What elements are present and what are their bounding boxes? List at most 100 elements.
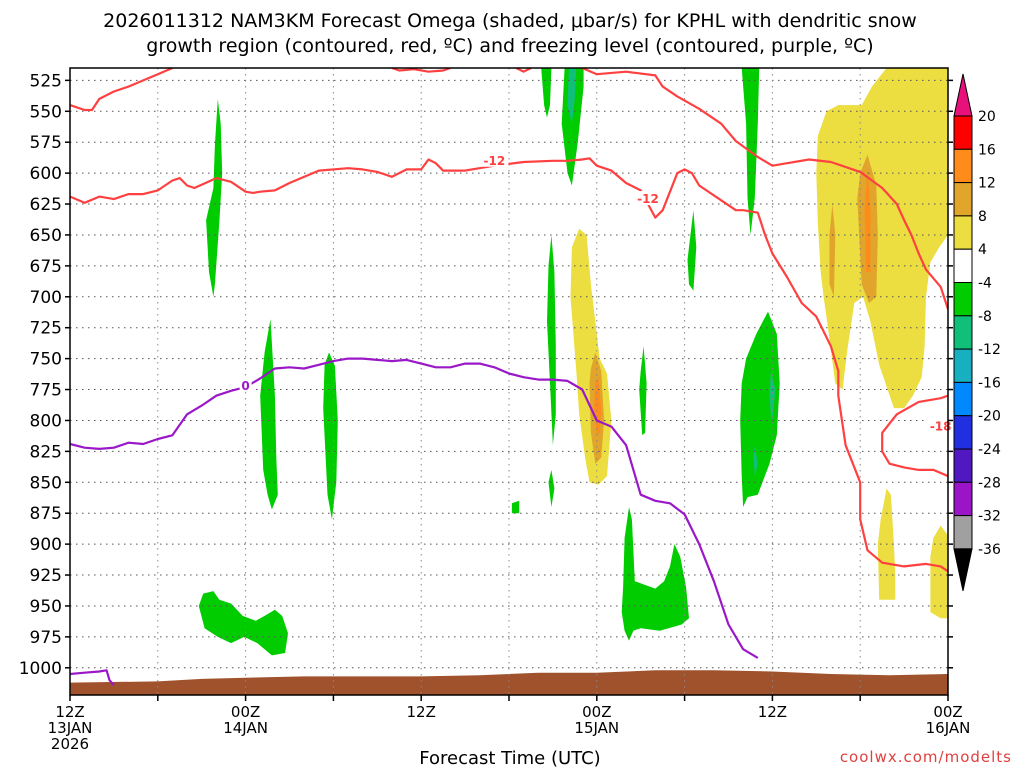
colorbar-swatch-12 [953,515,973,550]
y-tick-label-800: 800 [30,411,62,431]
y-tick-label-675: 675 [30,257,62,277]
x-tick-label-24-1: 12Z [407,703,436,721]
chart-title-line1: 2026011312 NAM3KM Forecast Omega (shaded… [103,10,917,32]
colorbar-swatch-2 [953,182,973,217]
contour-label-bg-1 [480,152,509,167]
y-tick-label-850: 850 [30,473,62,493]
omega-teal-b [769,371,776,421]
omega-teal-c [753,445,758,477]
x-axis-title: Forecast Time (UTC) [419,748,600,768]
colorbar-label-9: -20 [978,409,1001,425]
colorbar-bottom-arrow [953,548,973,592]
contour-label-bg-0 [239,377,252,392]
colorbar-swatch-5 [953,282,973,317]
colorbar-label-8: -16 [978,375,1001,391]
omega-orange-c [829,204,836,297]
omega-green-j [687,210,697,291]
x-tick-label-48-1: 12Z [758,703,787,721]
y-tick-label-950: 950 [30,597,62,617]
contours-layer [70,68,948,686]
omega-yellow-b [816,68,948,409]
colorbar-label-10: -24 [978,442,1001,458]
y-tick-label-900: 900 [30,535,62,555]
x-tick-label-60-1: 00Z [933,703,962,721]
contour-label-2: -12 [637,192,659,206]
omega-colorbar: 20 16 12 8 4 -4 -8 -12 -16 -20 -24 -28 -32 -36 [953,73,1001,592]
x-tick-label-0-1: 12Z [55,703,84,721]
omega-yellow-a [570,228,612,485]
y-tick-label-875: 875 [30,504,62,524]
contour-label-0: 0 [241,379,249,393]
omega-green-l [740,311,780,507]
y-tick-label-750: 750 [30,350,62,370]
omega-yellow-d [930,525,948,619]
colorbar-label-0: 20 [978,109,996,125]
dgz-mid [70,157,948,573]
omega-green-a [206,98,223,297]
colorbar-swatch-10 [953,448,973,483]
y-tick-label-650: 650 [30,226,62,246]
freezing-level-sfc [70,669,115,686]
colorbar-swatch-0 [953,115,973,150]
colorbar-swatch-8 [953,381,973,417]
contour-label-bg-2 [634,191,663,206]
colorbar-swatch-4 [953,248,973,283]
contour-label-3: -18 [930,420,952,434]
contour-labels-layer: 0 -12 -12 -18 [239,152,955,434]
y-tick-label-600: 600 [30,164,62,184]
x-tick-label-36-2: 15JAN [574,719,619,737]
omega-green-m [621,507,689,641]
y-tick-label-825: 825 [30,442,62,462]
colorbar-label-6: -8 [978,309,992,325]
credit-text: coolwx.com/modelts [840,748,1012,766]
dgz-upper-3 [515,68,532,73]
contour-label-1: -12 [484,154,506,168]
omega-teal-a [567,68,577,124]
dgz-lower [881,394,948,478]
y-tick-label-700: 700 [30,288,62,308]
x-tick-label-12-2: 14JAN [223,719,268,737]
y-tick-label-550: 550 [30,102,62,122]
colorbar-top-arrow [953,73,973,117]
chart-title-line2: growth region (contoured, red, ºC) and f… [146,35,873,57]
omega-green-d [541,68,552,118]
y-tick-label-725: 725 [30,319,62,339]
colorbar-label-12: -32 [978,509,1001,525]
pressure-axis: 525 550 575 600 625 650 675 700 725 750 775 800 825 8… [19,71,953,679]
x-tick-label-12-1: 00Z [231,703,260,721]
x-tick-label-0-3: 2026 [51,735,89,753]
colorbar-label-7: -12 [978,342,1001,358]
omega-green-i [639,346,647,436]
y-tick-label-625: 625 [30,195,62,215]
colorbar-label-11: -28 [978,475,1001,491]
omega-green-b [260,319,278,510]
dgz-upper-4 [581,68,948,310]
dgz-upper-2 [391,68,451,73]
y-tick-label-575: 575 [30,133,62,153]
y-tick-label-525: 525 [30,71,62,91]
x-tick-label-0-2: 13JAN [48,719,93,737]
y-tick-label-975: 975 [30,628,62,648]
colorbar-label-1: 16 [978,142,996,158]
omega-green-n [198,591,288,656]
colorbar-label-13: -36 [978,542,1001,558]
colorbar-label-2: 12 [978,176,996,192]
omega-green-e [561,68,584,186]
colorbar-swatch-6 [953,315,973,350]
omega-green-f [547,235,556,446]
colorbar-label-4: 4 [978,242,987,258]
y-tick-label-775: 775 [30,381,62,401]
freezing-level [70,357,759,659]
colorbar-label-3: 8 [978,209,987,225]
colorbar-swatch-9 [953,415,973,450]
terrain [70,670,948,695]
dgz-upper [70,68,173,112]
colorbar-swatch-11 [953,481,973,517]
omega-green-c [323,352,338,520]
x-tick-label-36-1: 00Z [582,703,611,721]
colorbar-label-5: -4 [978,276,992,292]
colorbar-swatch-3 [953,215,973,250]
omega-darkorange-b [864,166,871,273]
